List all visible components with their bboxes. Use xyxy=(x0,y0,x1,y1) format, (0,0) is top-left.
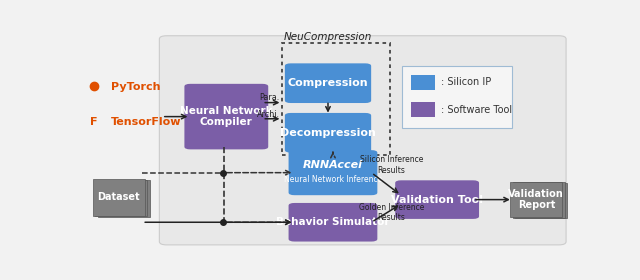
FancyBboxPatch shape xyxy=(289,150,378,195)
Text: TensorFlow: TensorFlow xyxy=(111,117,182,127)
Text: Golden Inference
Results: Golden Inference Results xyxy=(358,203,424,222)
Text: : Silicon IP: : Silicon IP xyxy=(441,77,492,87)
Text: PyTorch: PyTorch xyxy=(111,83,161,92)
FancyBboxPatch shape xyxy=(412,74,435,90)
Text: Neural Network Inference: Neural Network Inference xyxy=(284,175,382,184)
FancyBboxPatch shape xyxy=(184,84,268,149)
Text: Decompression: Decompression xyxy=(280,128,376,138)
FancyBboxPatch shape xyxy=(396,180,479,219)
Text: NeuCompression: NeuCompression xyxy=(284,32,372,41)
FancyBboxPatch shape xyxy=(285,63,371,103)
FancyBboxPatch shape xyxy=(403,66,511,129)
FancyBboxPatch shape xyxy=(285,113,371,153)
Text: Para.: Para. xyxy=(260,93,280,102)
FancyBboxPatch shape xyxy=(289,203,378,242)
FancyBboxPatch shape xyxy=(515,183,567,218)
FancyBboxPatch shape xyxy=(93,179,145,216)
FancyBboxPatch shape xyxy=(412,102,435,117)
Text: Neural Network
Compiler: Neural Network Compiler xyxy=(180,106,273,127)
Text: F: F xyxy=(90,117,97,127)
Text: Compression: Compression xyxy=(288,78,368,88)
Text: Behavior Simulator: Behavior Simulator xyxy=(276,217,390,227)
FancyBboxPatch shape xyxy=(98,180,150,217)
FancyBboxPatch shape xyxy=(95,180,147,216)
Text: Archi.: Archi. xyxy=(257,109,280,118)
Text: Silicon Inference
Results: Silicon Inference Results xyxy=(360,155,423,175)
FancyBboxPatch shape xyxy=(513,182,565,218)
Text: : Software Tool: : Software Tool xyxy=(441,105,512,115)
FancyBboxPatch shape xyxy=(510,182,563,217)
Text: RNNAccel: RNNAccel xyxy=(303,160,363,170)
Text: Validation
Report: Validation Report xyxy=(508,189,564,210)
Text: Dataset: Dataset xyxy=(97,192,140,202)
FancyBboxPatch shape xyxy=(159,36,566,245)
Text: Validation Tool: Validation Tool xyxy=(391,195,483,205)
